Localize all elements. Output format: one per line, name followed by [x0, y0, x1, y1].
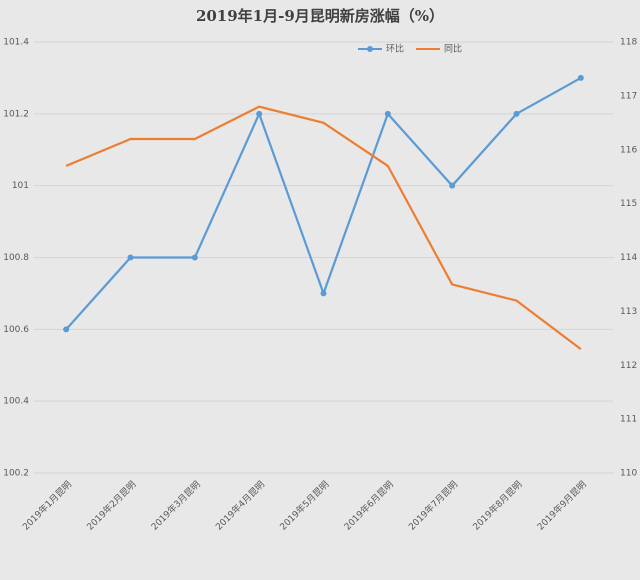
line [65, 105, 582, 350]
marker [63, 326, 70, 333]
marker [513, 110, 520, 117]
marker [577, 74, 584, 81]
marker [384, 110, 391, 117]
x-tick-label: 2019年9月昆明 [535, 478, 589, 532]
y-tick-label: 100.6 [3, 325, 29, 335]
y2-tick-label: 114 [620, 253, 637, 263]
x-tick-label: 2019年5月昆明 [277, 478, 331, 532]
y-tick-label: 100.2 [3, 469, 29, 479]
y2-tick-label: 117 [620, 91, 637, 101]
y2-tick-label: 116 [620, 145, 637, 155]
x-tick-label: 2019年3月昆明 [149, 478, 203, 532]
x-tick-label: 2019年7月昆明 [406, 478, 460, 532]
x-tick-label: 2019年1月昆明 [20, 478, 74, 532]
marker [127, 254, 134, 261]
y2-tick-label: 113 [620, 307, 637, 317]
marker [256, 110, 263, 117]
legend-label: 同比 [444, 43, 462, 55]
x-tick-label: 2019年4月昆明 [213, 478, 267, 532]
y-tick-label: 101 [12, 181, 29, 191]
y2-tick-label: 111 [620, 415, 637, 425]
x-tick-label: 2019年6月昆明 [342, 478, 396, 532]
marker [320, 290, 327, 297]
x-tick-label: 2019年2月昆明 [84, 478, 138, 532]
x-tick-label: 2019年8月昆明 [470, 478, 524, 532]
marker [191, 254, 198, 261]
y-tick-label: 101.4 [3, 38, 29, 48]
y2-tick-label: 118 [620, 38, 637, 48]
y-tick-label: 101.2 [3, 109, 29, 119]
chart-title: 2019年1月-9月昆明新房涨幅（%） [196, 7, 444, 25]
y-tick-label: 100.8 [3, 253, 29, 263]
y2-tick-label: 110 [620, 469, 637, 479]
y2-tick-label: 112 [620, 361, 637, 371]
legend-marker [367, 46, 373, 52]
y2-tick-label: 115 [620, 199, 637, 209]
y-tick-label: 100.4 [3, 397, 29, 407]
marker [449, 182, 456, 189]
legend-label: 环比 [386, 43, 404, 55]
